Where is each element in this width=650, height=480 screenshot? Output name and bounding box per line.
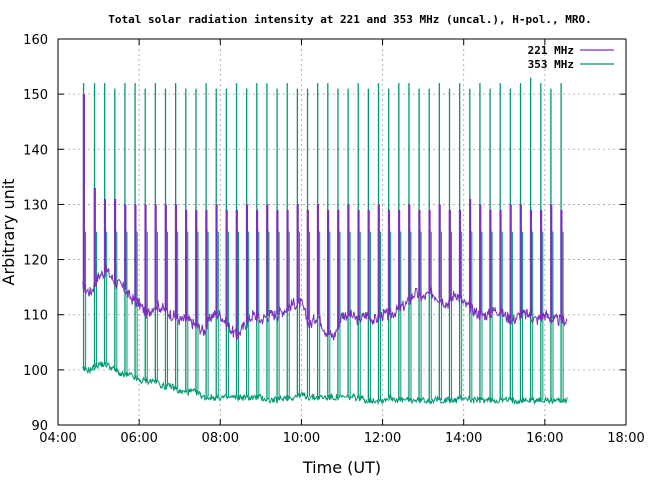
x-tick-label: 18:00: [607, 431, 644, 446]
calibration-spike: [256, 209, 259, 318]
series-221-mhz: [82, 94, 568, 342]
calibration-spike: [398, 209, 401, 310]
calibration-spike: [286, 209, 289, 308]
calibration-spike: [418, 209, 421, 296]
calibration-spike: [296, 204, 299, 304]
legend-label-353: 353 MHz: [528, 58, 574, 71]
legend-label-221: 221 MHz: [528, 44, 574, 57]
plot-frame: [57, 38, 627, 426]
x-tick-label: 06:00: [120, 431, 157, 446]
calibration-spike: [337, 209, 340, 326]
x-tick-label: 08:00: [202, 431, 239, 446]
calibration-spike: [509, 204, 512, 319]
y-tick-label: 90: [31, 419, 48, 434]
calibration-spike: [316, 204, 320, 315]
calibration-spike: [540, 209, 543, 318]
calibration-spike: [82, 94, 85, 288]
calibration-spike: [103, 198, 107, 272]
calibration-spike: [560, 209, 563, 321]
calibration-spike: [448, 209, 451, 301]
calibration-spike: [387, 209, 391, 315]
x-tick-label: 16:00: [526, 431, 563, 446]
calibration-spike: [114, 198, 117, 282]
calibration-spike: [185, 209, 188, 321]
calibration-spike: [205, 209, 208, 328]
legend: 221 MHz 353 MHz: [528, 44, 614, 71]
y-axis-label: Arbitrary unit: [0, 179, 18, 286]
calibration-spike: [529, 209, 533, 317]
calibration-spike: [408, 204, 411, 301]
calibration-spike: [327, 209, 330, 333]
calibration-spike: [550, 204, 553, 319]
calibration-spike: [124, 204, 127, 290]
calibration-spike: [428, 209, 431, 295]
x-axis-label: Time (UT): [302, 458, 381, 477]
calibration-spike: [154, 204, 157, 304]
calibration-spike: [489, 209, 492, 314]
calibration-spike: [266, 204, 269, 317]
calibration-spike: [469, 198, 472, 308]
calibration-spike: [519, 204, 522, 315]
y-tick-label: 150: [23, 88, 48, 103]
calibration-spike: [438, 204, 441, 299]
calibration-spike: [235, 209, 238, 337]
calibration-spike: [499, 209, 502, 312]
series-group: [82, 77, 568, 406]
calibration-spike: [93, 187, 96, 285]
x-tick-label: 04:00: [39, 431, 76, 446]
calibration-spike: [377, 204, 380, 318]
calibration-spike: [276, 209, 279, 315]
x-tick-label: 10:00: [283, 431, 320, 446]
grid: [58, 39, 626, 425]
y-tick-label: 160: [23, 33, 48, 48]
calibration-spike: [225, 209, 228, 323]
x-tick-label: 12:00: [364, 431, 401, 446]
series-line: [82, 265, 568, 342]
calibration-spike: [195, 209, 198, 326]
calibration-spike: [347, 204, 350, 315]
series-line: [82, 360, 568, 406]
calibration-spike: [174, 204, 178, 318]
calibration-spike: [306, 209, 309, 321]
calibration-spike: [164, 204, 167, 311]
calibration-spike: [367, 209, 370, 317]
y-tick-label: 120: [23, 254, 48, 269]
y-tick-label: 140: [23, 143, 48, 158]
calibration-spike: [134, 204, 137, 301]
calibration-spike: [215, 204, 218, 315]
calibration-spike: [144, 204, 147, 312]
x-tick-label: 14:00: [445, 431, 482, 446]
axis-ticks: 04:00 06:00 08:00 10:00 12:00 14:00 16:00 18:00…: [23, 33, 645, 446]
y-tick-label: 110: [23, 309, 48, 324]
calibration-spike: [245, 204, 249, 323]
y-tick-label: 130: [23, 198, 48, 213]
calibration-spike: [458, 209, 462, 299]
calibration-spike: [479, 204, 482, 315]
calibration-spike: [357, 209, 360, 321]
chart-title: Total solar radiation intensity at 221 a…: [108, 13, 591, 26]
y-tick-label: 100: [23, 364, 48, 379]
